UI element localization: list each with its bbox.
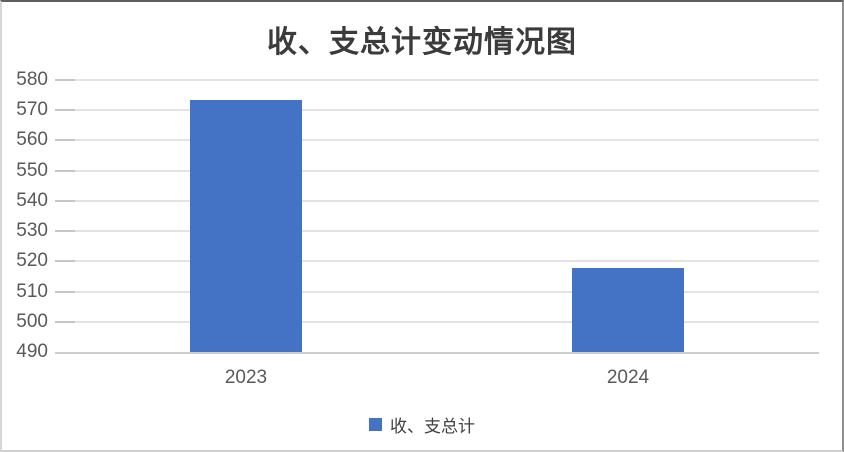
gridline-510 [55,290,819,293]
y-axis-tick-label-490: 490 [16,341,48,362]
bar-2023[interactable] [190,99,302,352]
legend-swatch-icon [369,418,382,431]
gridline-540 [55,199,819,202]
x-axis-line [55,352,819,354]
gridline-580 [55,79,819,81]
bar-2024[interactable] [572,268,684,352]
y-axis-tick-label-560: 560 [16,129,48,151]
y-axis-tick-label-570: 570 [16,99,48,121]
x-axis-tick-label-2024: 2024 [606,367,650,388]
gridline-500 [55,320,819,323]
legend[interactable]: 收、支总计 [2,412,842,437]
y-axis-tick-label-550: 550 [16,159,48,181]
gridline-560 [55,139,819,142]
y-axis-tick-label-530: 530 [16,220,48,242]
gridline-530 [55,230,819,233]
chart-title: 收、支总计变动情况图 [267,26,577,59]
gridline-570 [55,109,819,112]
x-axis-tick-label-2023: 2023 [224,367,268,388]
gridline-550 [55,169,819,172]
y-axis-tick-label-510: 510 [16,280,48,302]
gridline-520 [55,260,819,263]
y-axis-tick-label-580: 580 [16,69,48,90]
y-axis-tick-label-520: 520 [16,250,48,272]
y-axis-tick-label-540: 540 [16,189,48,211]
legend-label: 收、支总计 [390,417,475,436]
y-axis-tick-label-500: 500 [16,310,48,332]
